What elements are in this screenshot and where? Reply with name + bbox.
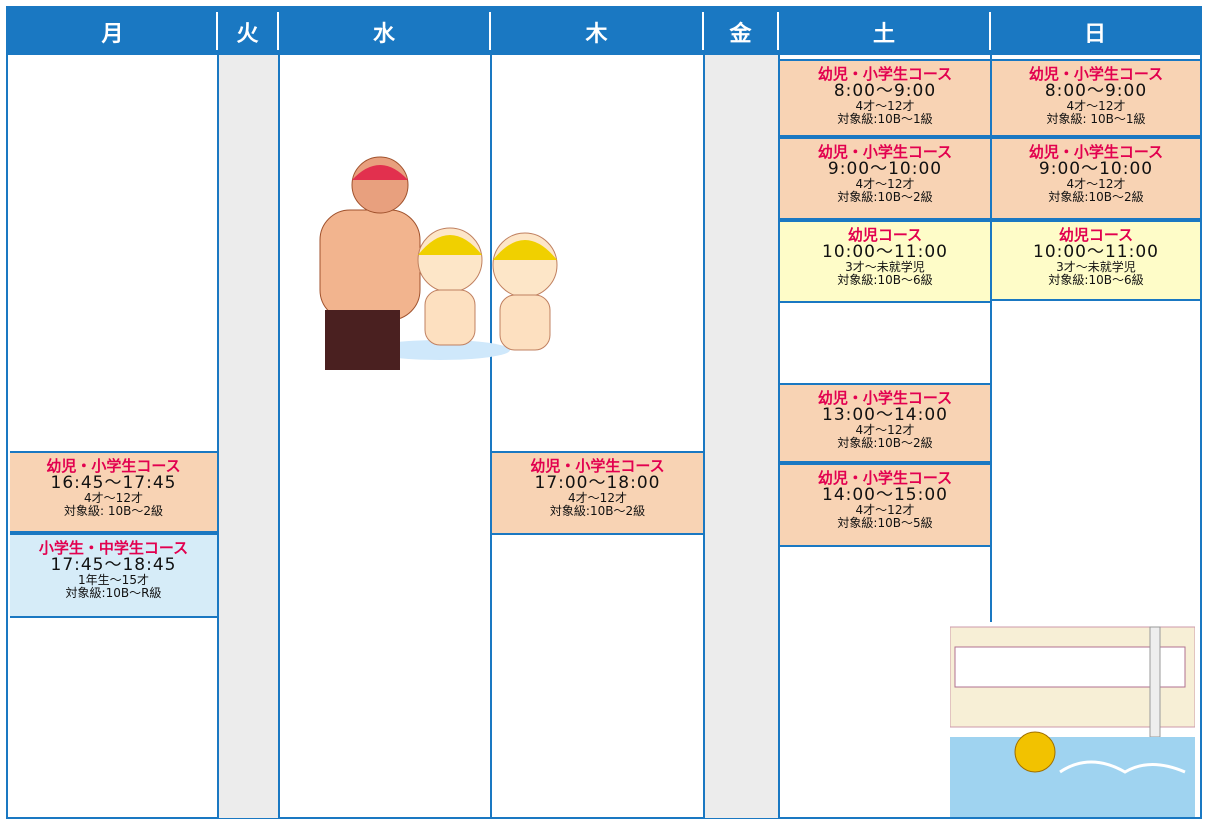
day-header: 火: [236, 21, 259, 47]
session-age: 3才～未就学児: [845, 260, 925, 274]
session-time: 9:00～10:00: [1038, 159, 1154, 179]
session-title: 幼児・小学生コース: [817, 143, 953, 161]
session-time: 8:00～9:00: [833, 81, 937, 101]
day-header: 木: [585, 21, 608, 47]
session-block: 幼児・小学生コース 9:00～10:00 4才～12才 対象級:10B～2級: [780, 137, 990, 220]
session-block: 幼児・小学生コース 13:00～14:00 4才～12才 対象級:10B～2級: [780, 383, 990, 463]
session-title: 幼児・小学生コース: [817, 389, 953, 407]
session-age: 4才～12才: [855, 423, 915, 437]
session-block: 幼児・小学生コース 14:00～15:00 4才～12才 対象級:10B～5級: [780, 463, 990, 547]
session-block: 幼児・小学生コース 17:00～18:00 4才～12才 対象級:10B～2級: [492, 451, 703, 535]
session-age: 4才～12才: [568, 491, 627, 505]
session-level: 対象級:10B～1級: [837, 112, 933, 126]
session-time: 9:00～10:00: [827, 159, 943, 179]
session-age: 4才～12才: [1066, 177, 1126, 191]
session-block: 幼児・小学生コース 16:45～17:45 4才～12才 対象級: 10B～2級: [10, 451, 217, 533]
session-title: 幼児コース: [1058, 226, 1134, 244]
session-time: 14:00～15:00: [822, 485, 948, 505]
session-level: 対象級: 10B～2級: [64, 504, 163, 518]
session-title: 幼児・小学生コース: [46, 457, 181, 475]
day-header: 月: [101, 21, 124, 47]
illustration-pool: [950, 622, 1195, 817]
session-level: 対象級: 10B～1級: [1046, 112, 1146, 126]
header-separator: [489, 12, 491, 50]
header-separator: [216, 12, 218, 50]
session-time: 8:00～9:00: [1044, 81, 1148, 101]
table-frame: [6, 55, 1202, 819]
session-time: 10:00～11:00: [822, 242, 948, 262]
header-bar: [6, 6, 1202, 55]
session-title: 小学生・中学生コース: [38, 539, 189, 557]
day-column: [778, 55, 990, 818]
session-block: 幼児・小学生コース 8:00～9:00 4才～12才 対象級: 10B～1級: [992, 59, 1200, 137]
session-title: 幼児・小学生コース: [817, 65, 953, 83]
session-block: 幼児コース 10:00～11:00 3才～未就学児 対象級:10B～6級: [780, 220, 990, 303]
illustration-coach: [319, 156, 558, 370]
session-block: 幼児・小学生コース 8:00～9:00 4才～12才 対象級:10B～1級: [780, 59, 990, 137]
session-block: 幼児コース 10:00～11:00 3才～未就学児 対象級:10B～6級: [992, 220, 1200, 301]
day-header: 水: [372, 21, 395, 47]
session-age: 4才～12才: [855, 503, 915, 517]
day-header: 土: [872, 21, 895, 47]
session-level: 対象級:10B～2級: [1048, 190, 1144, 204]
day-header: 日: [1083, 21, 1106, 47]
session-time: 17:00～18:00: [534, 473, 661, 493]
day-column: [217, 55, 278, 818]
session-age: 4才～12才: [84, 491, 143, 505]
session-title: 幼児・小学生コース: [1028, 143, 1164, 161]
session-title: 幼児・小学生コース: [1028, 65, 1164, 83]
day-header: 金: [729, 21, 752, 47]
session-age: 4才～12才: [855, 177, 915, 191]
session-level: 対象級:10B～2級: [837, 436, 933, 450]
session-block: 小学生・中学生コース 17:45～18:45 1年生～15才 対象級:10B～R級: [10, 533, 217, 618]
day-column: [990, 55, 1200, 818]
session-level: 対象級:10B～6級: [1048, 273, 1144, 287]
session-level: 対象級:10B～6級: [837, 273, 933, 287]
session-level: 対象級:10B～5級: [837, 516, 933, 530]
session-time: 10:00～11:00: [1033, 242, 1159, 262]
header-separator: [277, 12, 279, 50]
session-level: 対象級:10B～2級: [837, 190, 933, 204]
day-column: [278, 55, 490, 818]
session-title: 幼児・小学生コース: [817, 469, 953, 487]
session-title: 幼児・小学生コース: [530, 457, 665, 475]
header-separator: [777, 12, 779, 50]
session-level: 対象級:10B～R級: [65, 586, 162, 600]
session-age: 4才～12才: [1066, 99, 1126, 113]
day-column: [490, 55, 703, 818]
day-column: [8, 55, 217, 818]
session-age: 4才～12才: [855, 99, 915, 113]
session-age: 1年生～15才: [78, 573, 149, 587]
session-age: 3才～未就学児: [1056, 260, 1136, 274]
session-title: 幼児コース: [847, 226, 923, 244]
session-time: 17:45～18:45: [50, 555, 177, 575]
session-level: 対象級:10B～2級: [549, 504, 646, 518]
session-block: 幼児・小学生コース 9:00～10:00 4才～12才 対象級:10B～2級: [992, 137, 1200, 220]
header-separator: [989, 12, 991, 50]
session-time: 16:45～17:45: [50, 473, 177, 493]
header-separator: [702, 12, 704, 50]
day-column: [703, 55, 778, 818]
session-time: 13:00～14:00: [822, 405, 948, 425]
